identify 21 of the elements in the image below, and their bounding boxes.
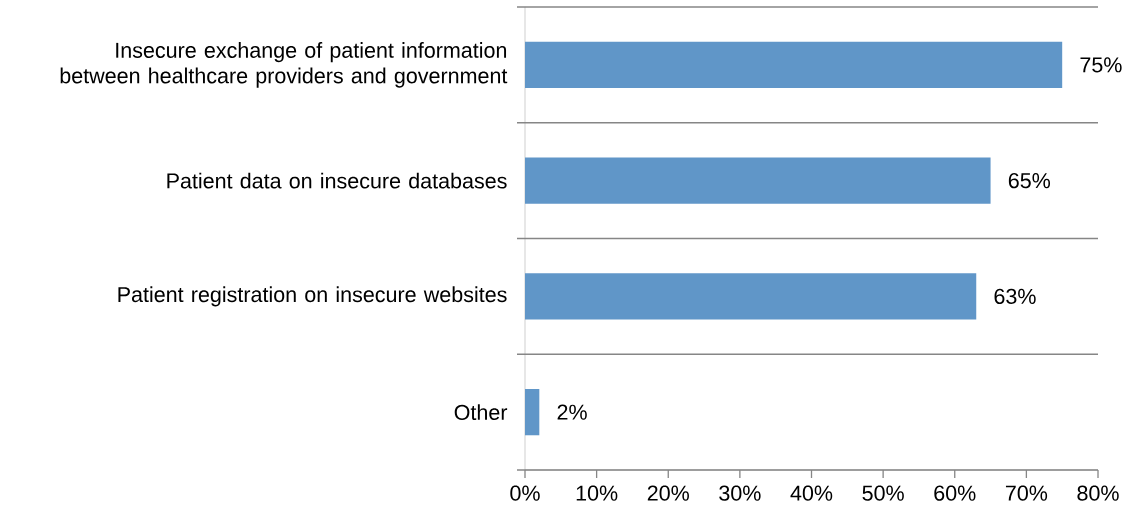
- y-tick-label: Patient data on insecure databases: [167, 172, 507, 189]
- data-label: 63%: [994, 288, 1036, 304]
- x-tick-label: 20%: [647, 485, 689, 501]
- bar: [525, 157, 991, 204]
- x-tick-label: 80%: [1077, 485, 1119, 501]
- bar: [525, 41, 1063, 89]
- y-tick-label: Insecure exchange of patient information between healthcare providers and government: [60, 42, 508, 88]
- x-tick-label: 70%: [1005, 485, 1048, 501]
- data-label: 65%: [1008, 173, 1051, 189]
- x-tick-label: 30%: [719, 485, 761, 501]
- data-label: 75%: [1080, 57, 1122, 73]
- x-tick-label: 50%: [862, 485, 904, 501]
- x-tick-label: 40%: [790, 485, 833, 501]
- bar: [525, 273, 977, 320]
- bar: [525, 388, 540, 436]
- x-tick-label: 0%: [510, 485, 540, 501]
- y-tick-label: Other: [454, 404, 508, 421]
- y-tick-label: Patient registration on insecure websites: [118, 286, 507, 307]
- x-tick-label: 10%: [576, 485, 618, 501]
- x-tick-label: 60%: [934, 485, 976, 501]
- data-label: 2%: [557, 404, 587, 420]
